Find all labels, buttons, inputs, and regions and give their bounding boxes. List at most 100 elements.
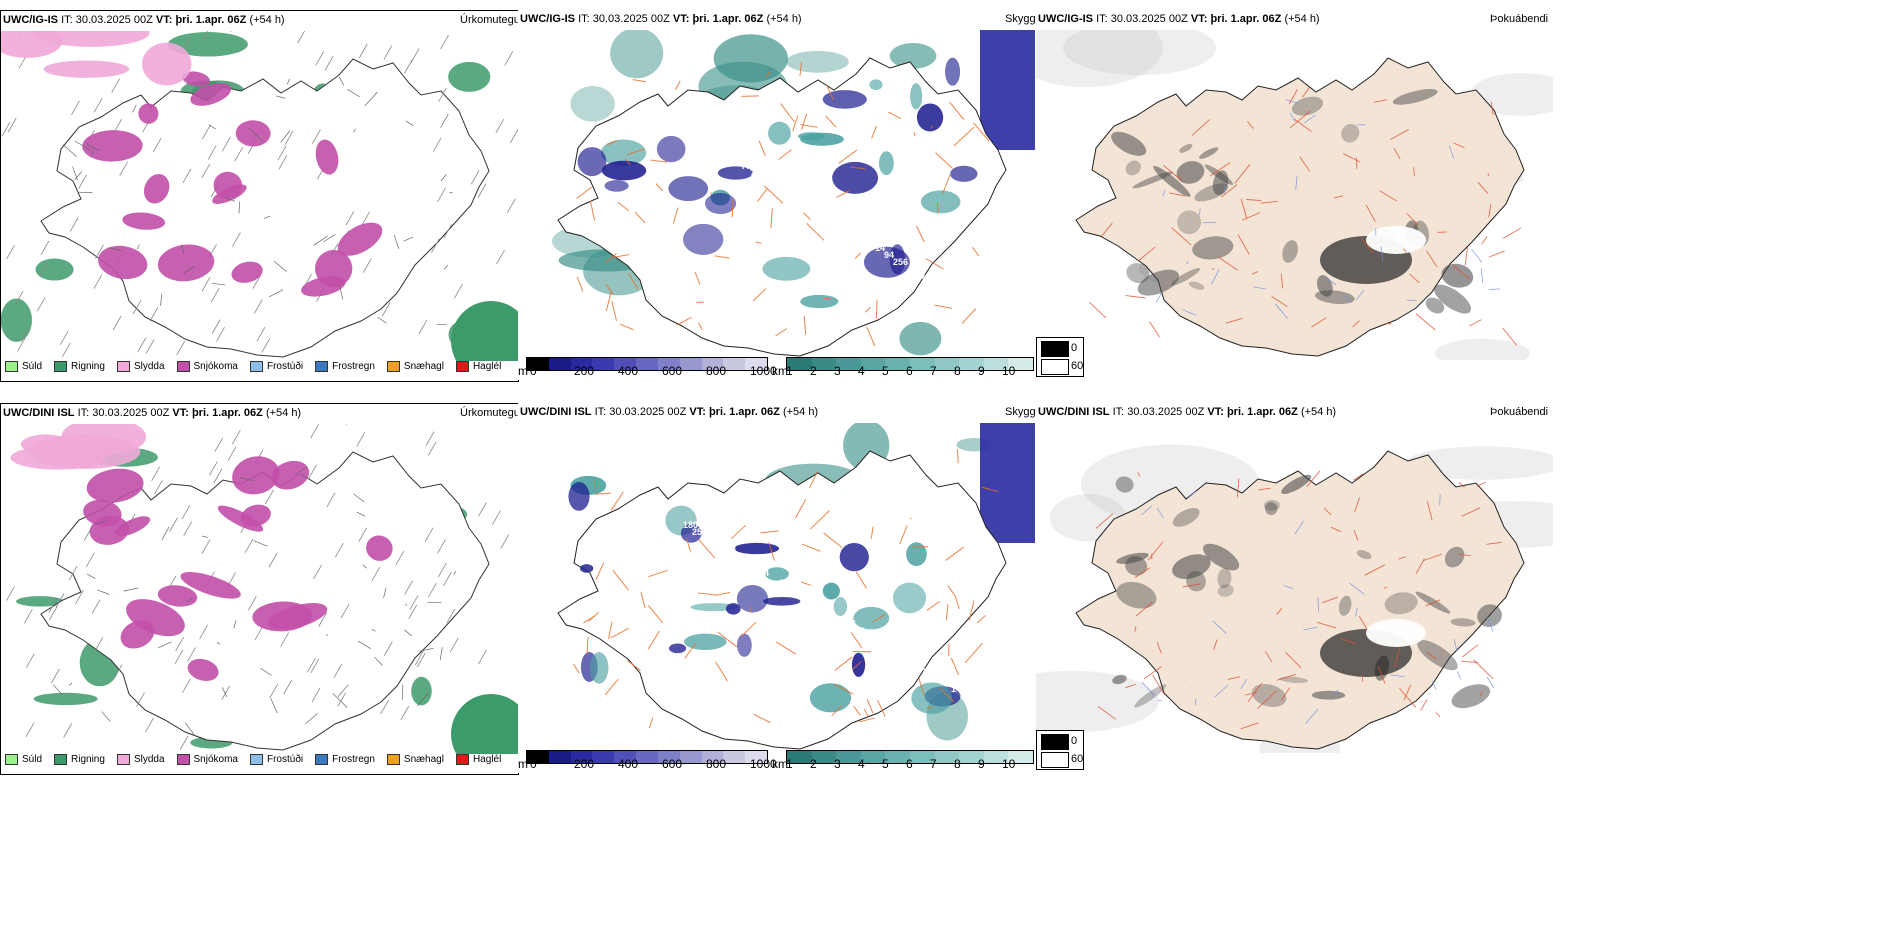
colorbar-tick: 2 [810,757,817,771]
map-svg [6,424,518,754]
ceiling-value: 55 [788,192,798,202]
ceiling-value: 53 [855,233,865,243]
legend-swatch [386,361,400,372]
model-name: UWC/DINI ISL [3,407,75,419]
ceiling-value: 93 [558,52,568,62]
colorbar-tick: 10 [1002,364,1016,378]
colorbar-cell [909,358,935,370]
it-value: 30.03.2025 00Z [1110,13,1188,25]
colorbar-cell [723,751,746,763]
ceiling-value: 95 [846,619,856,629]
vt-value: þri. 1.apr. 06Z [191,407,263,419]
ceiling-value: 40 [884,643,894,653]
ceiling-value: 256 [893,257,908,267]
it-label: IT: [1096,13,1108,25]
legend-item: Frostregn [315,361,375,372]
colorbar-cell [548,358,571,370]
ceiling-value: 57 [674,120,684,130]
model-name: UWC/DINI ISL [520,406,592,418]
colorbar-tick: 400 [618,364,639,378]
ceiling-value: 125 [817,209,832,219]
colorbar-cell [679,751,702,763]
colorbar-tick: 5 [882,364,889,378]
colorbar-cell [745,358,767,370]
it-value: 30.03.2025 00Z [1127,406,1205,418]
ceiling-value: 69 [683,127,693,137]
legend-label: Haglél [472,361,502,372]
it-value: 30.03.2025 00Z [92,407,170,419]
ceiling-value: 157 [788,585,803,595]
ceiling-value: 194 [645,103,660,113]
panel-type-label: Skyggni [1005,406,1045,418]
map-precip [1,31,518,361]
map-precip [1,424,518,754]
map-svg [1,31,518,361]
panel-title: UWC/DINI ISL IT: 30.03.2025 00Z VT: þri.… [3,407,301,419]
legend-swatch [54,361,68,372]
legend-label: Snjókoma [193,754,238,765]
fog-legend: 0 60 [1036,730,1084,770]
colorbar-cell [885,358,910,370]
legend-swatch [116,361,130,372]
colorbar-unit: km [772,757,788,771]
legend-item: Snjókoma [176,754,238,765]
lead-time: (+54 h) [766,13,802,25]
vt-label: VT: [689,406,706,418]
fog-legend: 0 60 [1036,337,1084,377]
ceiling-value: 308 [587,69,602,79]
model-name: UWC/IG-IS [3,14,58,26]
colorbar-cell [1008,358,1033,370]
legend-label: Súld [22,361,43,372]
panel-title: UWC/IG-IS IT: 30.03.2025 00Z VT: þri. 1.… [1038,13,1320,25]
colorbar-cell [527,358,549,370]
map-cloud: 74 119 259 54 51 108 87 105 77 123 157 63 126 165 229 1… [518,423,1035,753]
colorbar-tick: 1000 [750,364,777,378]
ceiling-value: 147 [951,684,966,694]
colorbar-cell [909,751,935,763]
lead-time: (+54 h) [265,407,302,419]
colorbar-height-m [526,357,768,371]
fog-legend-label: 0 [1071,735,1078,747]
colorbar-cell [657,751,680,763]
ceiling-value: 192 [645,496,660,506]
ceiling-value: 105 [846,226,861,236]
it-label: IT: [1112,406,1125,418]
colorbar-tick: 9 [978,757,985,771]
ceiling-value: 77 [913,660,923,670]
colorbar-cell [787,751,812,763]
ceiling-value: 95 [980,308,990,318]
fog-legend-swatch [1041,752,1069,768]
precip-type-legend: Súld Rigning Slydda Snjókoma Frostúði Frostre… [5,754,501,765]
lead-time: (+54 h) [1284,13,1320,25]
colorbar-tick: 200 [574,757,595,771]
panel-fog-row2: UWC/DINI ISL IT: 30.03.2025 00Z VT: þri.… [1036,403,1553,773]
it-label: IT: [594,406,607,418]
legend-label: Súld [22,754,43,765]
colorbar-cell [570,358,593,370]
ceiling-value: 77 [654,503,664,513]
legend-item: Frostúði [249,754,303,765]
panel-precip-row2: UWC/DINI ISL IT: 30.03.2025 00Z VT: þri.… [0,403,532,775]
it-value: 30.03.2025 00Z [609,406,687,418]
legend-item: Snæhagl [386,361,444,372]
colorbar-cell [701,751,724,763]
colorbar-unit: km [772,364,788,378]
legend-label: Haglél [472,754,502,765]
lead-time: (+54 h) [1300,406,1337,418]
panel-title: UWC/DINI ISL IT: 30.03.2025 00Z VT: þri.… [1038,406,1336,418]
colorbar-cell [657,358,680,370]
colorbar-cell [787,358,812,370]
legend-swatch [5,361,18,372]
legend-label: Rigning [71,754,105,765]
colorbar-tick: 400 [618,757,639,771]
colorbar-cell [959,358,984,370]
colorbar-tick: 600 [662,364,683,378]
legend-item: Haglél [455,754,502,765]
ceiling-value: 212 [625,93,640,103]
ceiling-value: 51 [826,609,836,619]
ceiling-value: 87 [960,691,970,701]
fog-legend-swatch [1041,734,1069,750]
model-name: UWC/DINI ISL [1038,406,1110,418]
colorbar-tick: 600 [662,757,683,771]
legend-item: Slydda [116,361,165,372]
